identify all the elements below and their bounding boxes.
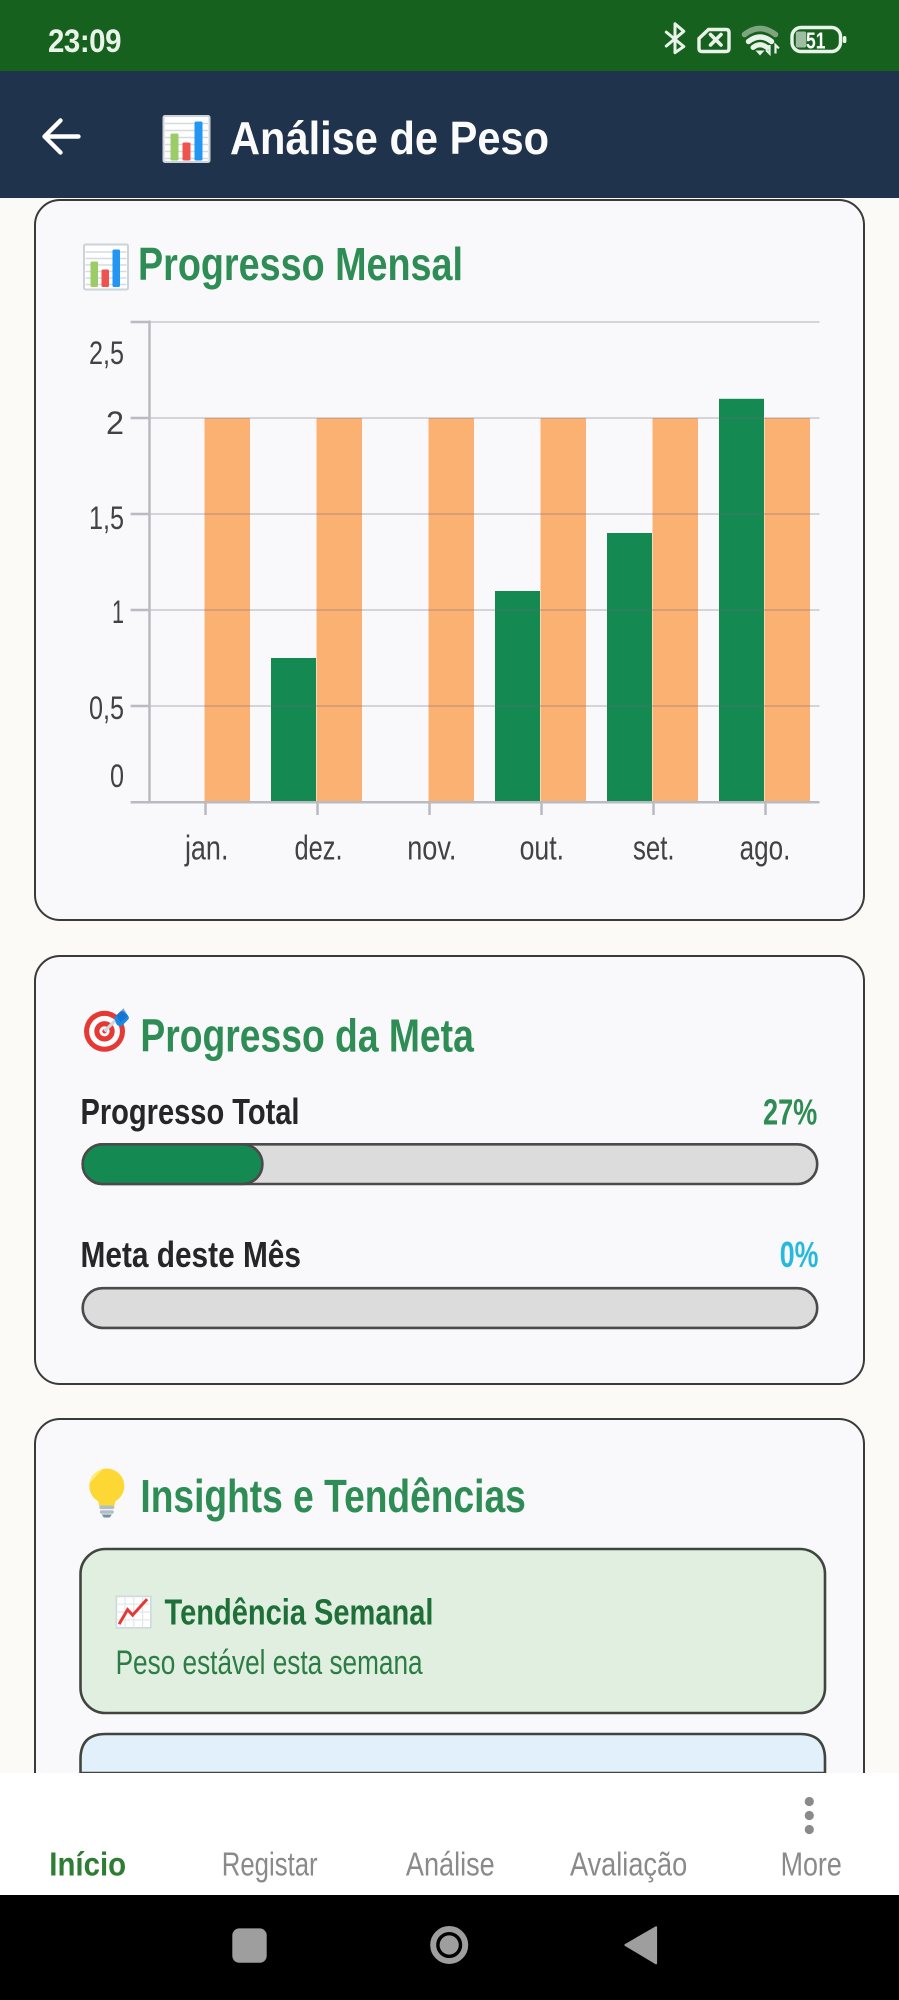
svg-text:1,5: 1,5	[89, 500, 124, 536]
svg-text:Insights e Tendências: Insights e Tendências	[140, 1470, 525, 1522]
svg-text:jan.: jan.	[184, 830, 228, 868]
svg-text:23:09: 23:09	[48, 23, 121, 59]
svg-text:51: 51	[806, 28, 826, 54]
svg-text:out.: out.	[520, 830, 564, 868]
svg-text:Análise: Análise	[406, 1845, 495, 1882]
svg-text:nov.: nov.	[407, 830, 456, 868]
svg-text:More: More	[781, 1845, 842, 1882]
svg-text:0: 0	[110, 758, 124, 794]
svg-text:Tendência Semanal: Tendência Semanal	[165, 1592, 434, 1633]
svg-text:Peso estável esta semana: Peso estável esta semana	[116, 1644, 423, 1682]
svg-text:Avaliação: Avaliação	[570, 1845, 687, 1882]
svg-text:Início: Início	[49, 1845, 126, 1882]
svg-text:27%: 27%	[763, 1091, 817, 1132]
svg-text:ago.: ago.	[740, 830, 791, 868]
svg-text:Progresso da Meta: Progresso da Meta	[140, 1009, 474, 1061]
svg-text:Meta deste Mês: Meta deste Mês	[81, 1234, 302, 1275]
svg-text:1: 1	[112, 594, 124, 630]
svg-text:set.: set.	[633, 830, 675, 868]
svg-text:2: 2	[106, 405, 124, 441]
svg-text:Progresso Mensal: Progresso Mensal	[138, 238, 463, 290]
svg-text:2,5: 2,5	[89, 335, 124, 371]
svg-text:dez.: dez.	[295, 830, 343, 868]
svg-text:Análise de Peso: Análise de Peso	[230, 112, 549, 164]
svg-text:0,5: 0,5	[89, 690, 124, 726]
svg-text:0%: 0%	[780, 1234, 819, 1275]
svg-text:Registar: Registar	[222, 1845, 318, 1882]
svg-text:Progresso Total: Progresso Total	[81, 1091, 300, 1132]
